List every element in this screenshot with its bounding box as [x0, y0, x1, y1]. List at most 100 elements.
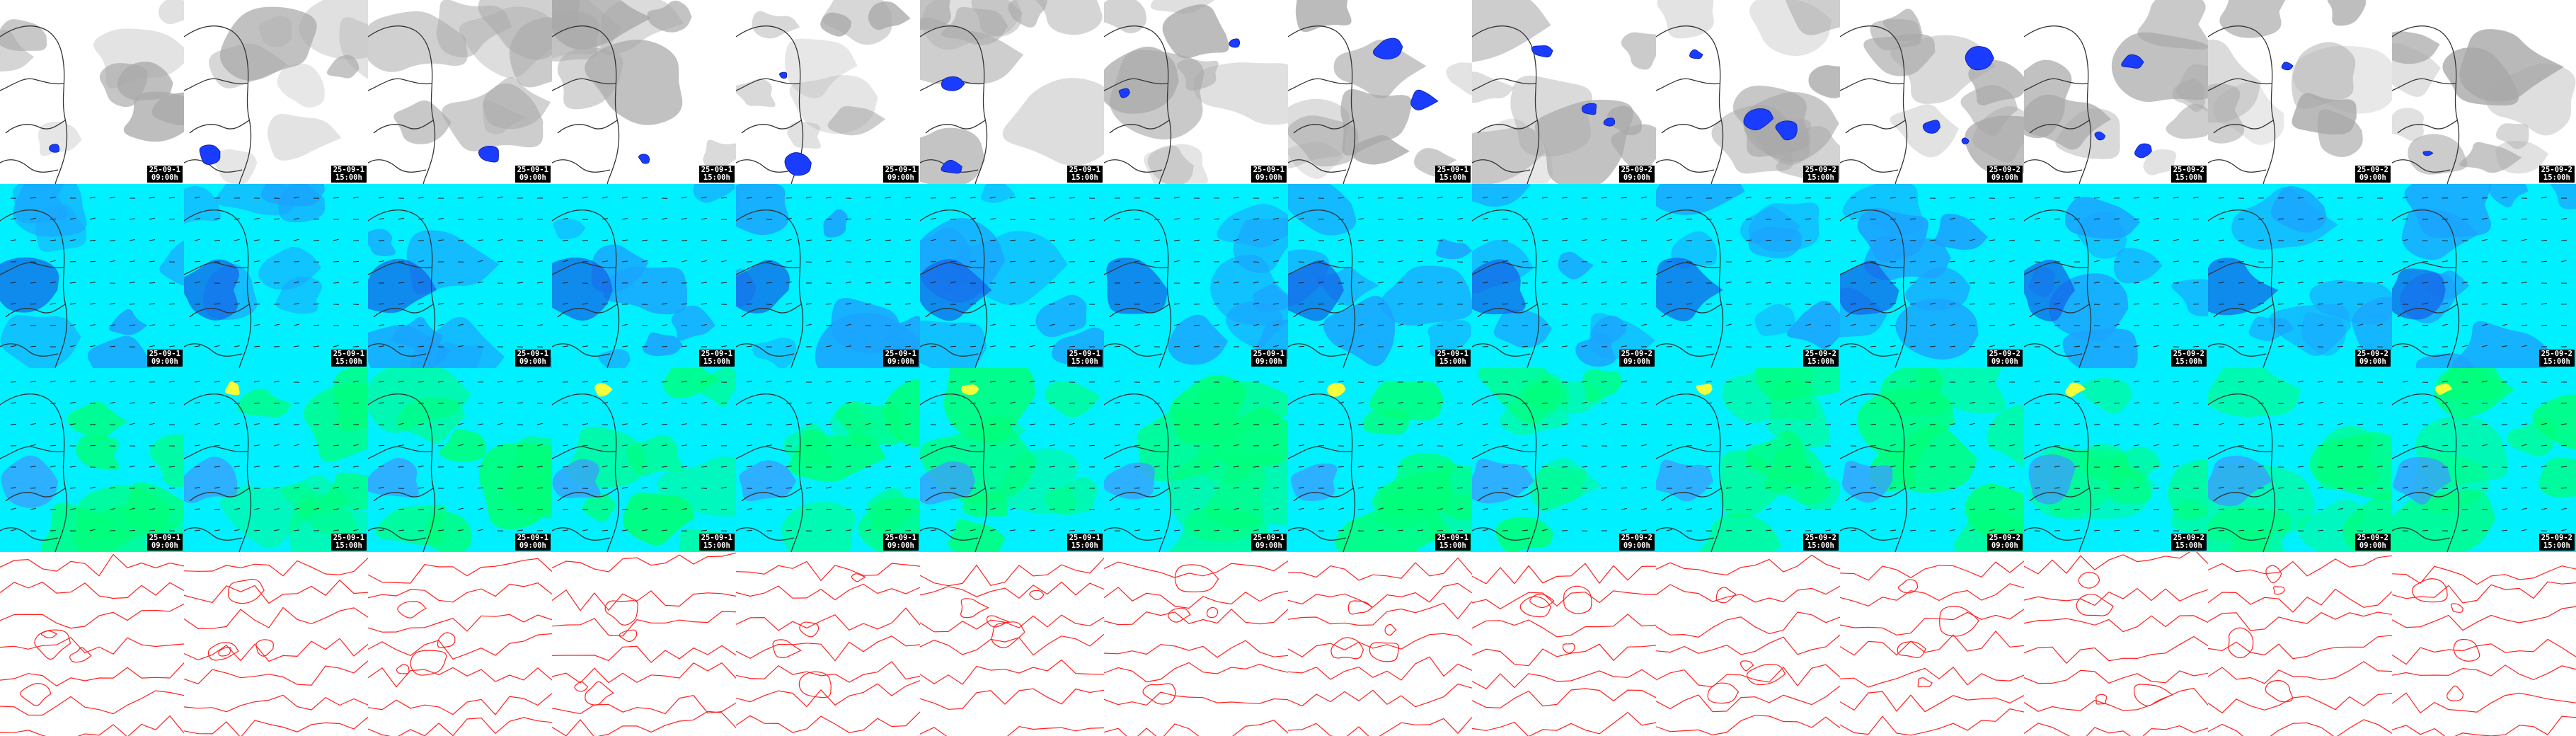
wind-arrow [720, 282, 728, 284]
map-canvas [1288, 0, 1472, 184]
wind-arrow [1785, 239, 1792, 241]
frame-date: 25-09-1 [149, 166, 180, 174]
wind-arrow [1765, 260, 1771, 263]
wind-arrow [1522, 444, 1528, 447]
isobar-line [1288, 656, 1472, 681]
wind-arrow [2501, 529, 2508, 531]
cloud-area [2166, 103, 2208, 139]
wind-arrow [2297, 239, 2304, 241]
cloud-area [483, 76, 551, 130]
frame-date: 25-09-2 [1989, 350, 2020, 358]
isobar-line [0, 553, 184, 577]
map-tile [2024, 552, 2208, 736]
humidity-area [1168, 314, 1229, 365]
wind-speed-area [1104, 462, 1155, 500]
cloud-area [2137, 0, 2208, 50]
wind-arrow [2192, 380, 2199, 383]
wind-arrow [352, 261, 360, 263]
humidity-area [2171, 279, 2208, 317]
map-canvas [1472, 0, 1656, 184]
map-tile [1472, 552, 1656, 736]
isobar-line [1104, 640, 1288, 658]
map-tile: 25-09-1 09:00h [0, 368, 184, 552]
cloud-area [752, 11, 800, 39]
wind-arrow [930, 281, 936, 284]
cloud-cover [0, 0, 184, 156]
wind-speed-area [304, 383, 368, 462]
wind-arrow [398, 444, 404, 447]
wind-arrow [378, 197, 384, 199]
wind-arrow [313, 345, 319, 347]
wind-arrow [2442, 423, 2448, 425]
wind-arrow [2442, 444, 2449, 447]
wind-arrow [1437, 508, 1443, 510]
wind-arrow [1640, 466, 1647, 468]
frame-date: 25-09-1 [1437, 166, 1468, 174]
wind-arrow [1088, 281, 1095, 284]
wind-arrow [1824, 508, 1832, 510]
map-row-wind-speed: 25-09-1 09:00h 25-09-1 15:00h 25-09-1 09:00h 2… [0, 368, 2576, 552]
wind-arrow [1357, 197, 1364, 199]
map-tile: 25-09-1 09:00h [368, 184, 552, 368]
cloud-area [585, 40, 683, 125]
wind-arrow [2317, 324, 2323, 326]
wind-arrow [149, 422, 155, 425]
wind-arrow [2461, 466, 2468, 468]
wind-arrow [2461, 529, 2468, 531]
wind-speed-field [184, 368, 368, 552]
humidity-area [2301, 311, 2347, 356]
wind-arrow [825, 197, 832, 199]
wind-arrow [1909, 529, 1916, 531]
wind-arrow [2238, 423, 2244, 425]
wind-arrow [352, 466, 359, 468]
isobar-line [920, 614, 1104, 633]
rain-cell [2094, 131, 2106, 141]
wind-arrow [1785, 401, 1791, 404]
wind-speed-area [1045, 476, 1098, 516]
wind-arrow [1949, 507, 1955, 510]
wind-arrow [904, 197, 911, 199]
wind-arrow [2238, 324, 2244, 326]
wind-arrow [2317, 529, 2324, 531]
isobar-line [1174, 564, 1219, 592]
wind-arrow [2521, 444, 2527, 447]
coastline [1840, 209, 1908, 368]
wind-arrow [865, 238, 871, 241]
wind-arrow [1890, 444, 1896, 447]
timestamp-label: 25-09-2 15:00h [2538, 350, 2575, 367]
humidity-area [1656, 258, 1723, 321]
cloud-area [2327, 0, 2366, 26]
wind-arrow [293, 281, 299, 284]
wind-arrow [2442, 260, 2448, 263]
wind-speed-area [739, 460, 797, 502]
wind-arrows [194, 380, 360, 531]
coastline [2024, 393, 2092, 552]
wind-arrow [1357, 423, 1364, 425]
wind-arrow [766, 260, 773, 263]
wind-arrow [1272, 401, 1279, 404]
wind-speed-area [2208, 456, 2272, 507]
wind-arrow [1765, 529, 1772, 531]
wind-arrow [2317, 486, 2323, 489]
map-tile: 25-09-2 09:00h [1840, 368, 2024, 552]
wind-arrow [641, 444, 648, 447]
precipitation [638, 154, 650, 164]
wind-arrow [1298, 507, 1304, 510]
isobar-line [184, 558, 368, 577]
wind-arrow [2337, 422, 2343, 425]
wind-arrow [2133, 444, 2139, 447]
frame-time: 09:00h [1255, 173, 1282, 182]
map-canvas [2392, 0, 2576, 184]
wind-arrow [1397, 282, 1403, 284]
humidity-area [2113, 248, 2163, 284]
isobar-line [1104, 608, 1288, 626]
wind-arrow [1253, 238, 1259, 241]
wind-arrow [168, 197, 175, 199]
precipitation [2281, 62, 2294, 71]
wind-arrow [1522, 302, 1528, 305]
wind-arrow [865, 529, 871, 531]
wind-arrow [109, 345, 116, 347]
wind-arrow [1870, 345, 1877, 347]
wind-arrow [109, 381, 115, 383]
wind-arrow [50, 486, 56, 489]
